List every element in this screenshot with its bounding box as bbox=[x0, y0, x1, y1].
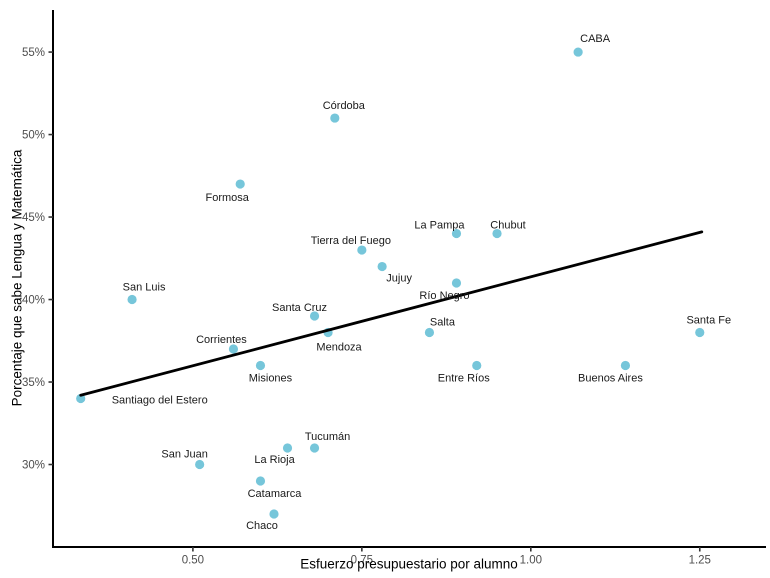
point-label-tierra-del-fuego: Tierra del Fuego bbox=[311, 235, 391, 247]
point-label-chaco: Chaco bbox=[246, 520, 278, 532]
y-tick-label: 50% bbox=[22, 130, 45, 142]
point-label-entre-rios: Entre Ríos bbox=[438, 373, 490, 385]
data-point-rio-negro bbox=[451, 278, 462, 288]
data-point-chaco bbox=[269, 509, 279, 519]
point-label-santiago-del-estero: Santiago del Estero bbox=[112, 395, 208, 407]
data-point-chubut bbox=[492, 228, 502, 239]
data-point-formosa bbox=[235, 179, 245, 189]
point-label-catamarca: Catamarca bbox=[248, 488, 303, 500]
data-point-la-pampa bbox=[451, 228, 462, 239]
x-axis-title: Esfuerzo presupuestario por alumno bbox=[300, 556, 518, 572]
point-label-formosa: Formosa bbox=[206, 192, 250, 204]
data-point-san-luis bbox=[127, 294, 137, 305]
point-label-san-juan: San Juan bbox=[161, 449, 207, 461]
point-label-jujuy: Jujuy bbox=[386, 273, 412, 285]
data-point-corrientes bbox=[228, 344, 239, 354]
y-tick-label: 40% bbox=[22, 295, 45, 307]
point-label-la-rioja: La Rioja bbox=[254, 454, 295, 466]
point-label-misiones: Misiones bbox=[249, 373, 293, 385]
data-point-tierra-del-fuego bbox=[357, 245, 367, 255]
y-tick-label: 55% bbox=[22, 47, 45, 59]
point-label-la-pampa: La Pampa bbox=[414, 220, 465, 232]
data-point-santa-fe bbox=[695, 327, 705, 338]
point-label-chubut: Chubut bbox=[490, 220, 525, 232]
y-axis-title: Porcentaje que sabe Lengua y Matemática bbox=[9, 149, 25, 407]
point-label-buenos-aires: Buenos Aires bbox=[578, 373, 643, 385]
data-point-misiones bbox=[255, 360, 266, 371]
data-point-jujuy bbox=[377, 261, 387, 272]
point-label-caba: CABA bbox=[580, 33, 611, 45]
point-label-santa-fe: Santa Fe bbox=[686, 315, 731, 327]
y-tick-label: 30% bbox=[22, 460, 45, 472]
point-label-cordoba: Córdoba bbox=[323, 100, 366, 112]
data-point-entre-rios bbox=[472, 360, 482, 371]
data-point-santiago-del-estero bbox=[76, 393, 86, 404]
point-label-salta: Salta bbox=[430, 317, 456, 329]
x-tick-label: 1.25 bbox=[689, 555, 711, 567]
x-tick-label: 1.00 bbox=[520, 555, 542, 567]
data-point-santa-cruz bbox=[309, 311, 320, 321]
point-label-mendoza: Mendoza bbox=[316, 342, 362, 354]
data-point-salta bbox=[424, 327, 435, 338]
trend-line bbox=[79, 230, 704, 397]
data-point-la-rioja bbox=[282, 443, 293, 453]
y-tick-label: 45% bbox=[22, 212, 45, 224]
x-tick-label: 0.50 bbox=[182, 555, 204, 567]
y-tick-label: 35% bbox=[22, 377, 45, 389]
data-point-tucuman bbox=[309, 443, 320, 453]
data-point-caba bbox=[573, 47, 583, 57]
point-label-san-luis: San Luis bbox=[123, 282, 166, 294]
point-label-tucuman: Tucumán bbox=[305, 431, 350, 443]
point-label-santa-cruz: Santa Cruz bbox=[272, 302, 327, 314]
point-label-corrientes: Corrientes bbox=[196, 334, 247, 346]
x-tick-label: 0.75 bbox=[351, 555, 373, 567]
point-label-rio-negro: Río Negro bbox=[419, 290, 469, 302]
data-point-catamarca bbox=[255, 476, 266, 486]
data-point-buenos-aires bbox=[620, 360, 631, 371]
data-point-san-juan bbox=[195, 459, 205, 470]
data-point-cordoba bbox=[330, 113, 340, 123]
